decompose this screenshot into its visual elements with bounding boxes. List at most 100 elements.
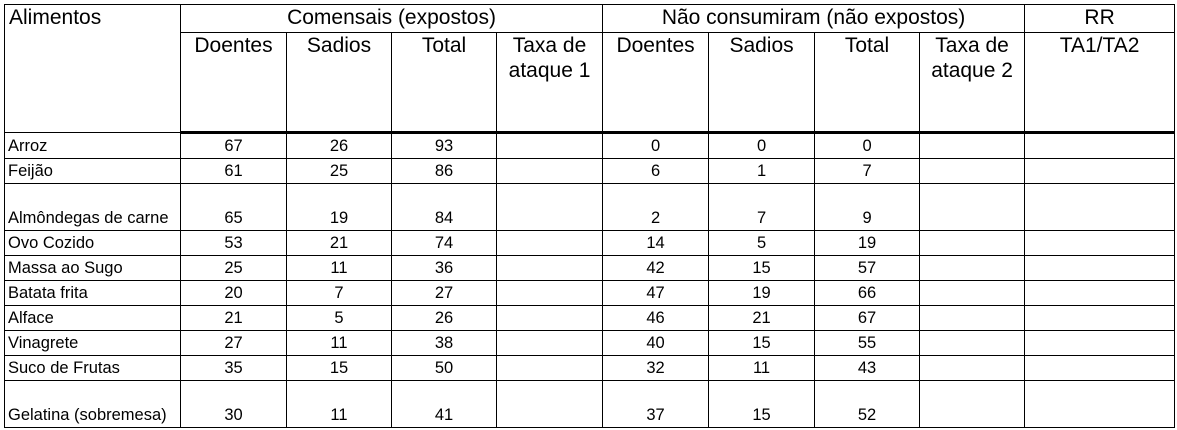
group-header-exposed: Comensais (expostos) — [179, 4, 604, 33]
cell-e-total: 41 — [391, 380, 497, 428]
cell-ta1 — [495, 132, 604, 159]
cell-rr — [1024, 305, 1176, 331]
cell-ta1 — [495, 355, 604, 381]
cell-u-healthy: 11 — [708, 355, 816, 381]
cell-e-sick: 67 — [180, 132, 287, 159]
table-row: Gelatina (sobremesa) 30 11 41 37 15 52 — [4, 380, 1176, 428]
cell-rr — [1024, 330, 1176, 356]
table-body: Arroz 67 26 93 0 0 0 Feijão 61 25 86 6 1 7 Almôndegas … — [4, 132, 1176, 428]
cell-e-healthy: 11 — [286, 255, 392, 281]
cell-u-total: 55 — [814, 330, 921, 356]
cell-e-sick: 25 — [180, 255, 287, 281]
cell-ta2 — [919, 255, 1026, 281]
cell-e-total: 86 — [391, 158, 497, 184]
cell-u-healthy: 21 — [708, 305, 816, 331]
cell-u-total: 67 — [814, 305, 921, 331]
cell-u-healthy: 15 — [708, 330, 816, 356]
cell-u-total: 9 — [814, 183, 921, 231]
cell-ta2 — [919, 230, 1026, 256]
table-row: Alface 21 5 26 46 21 67 — [4, 305, 1176, 331]
cell-u-healthy: 19 — [708, 280, 816, 306]
cell-u-sick: 0 — [602, 132, 710, 159]
cell-e-sick: 21 — [180, 305, 287, 331]
cell-e-sick: 27 — [180, 330, 287, 356]
cell-e-healthy: 15 — [286, 355, 392, 381]
cell-e-total: 74 — [391, 230, 497, 256]
table-row: Almôndegas de carne 65 19 84 2 7 9 — [4, 183, 1176, 231]
cell-u-sick: 2 — [602, 183, 710, 231]
col-header-unexposed-sick: Doentes — [602, 32, 710, 134]
cell-u-healthy: 15 — [708, 380, 816, 428]
cell-e-total: 26 — [391, 305, 497, 331]
cell-ta1 — [495, 280, 604, 306]
cell-u-sick: 40 — [602, 330, 710, 356]
cell-e-healthy: 25 — [286, 158, 392, 184]
cell-u-sick: 14 — [602, 230, 710, 256]
outbreak-table: Alimentos Comensais (expostos) Não consu… — [4, 4, 1176, 428]
cell-ta1 — [495, 230, 604, 256]
cell-food: Vinagrete — [4, 330, 181, 356]
cell-ta2 — [919, 380, 1026, 428]
table-row: Vinagrete 27 11 38 40 15 55 — [4, 330, 1176, 356]
col-header-attack-rate-1: Taxa de ataque 1 — [495, 32, 604, 134]
cell-ta1 — [495, 330, 604, 356]
cell-e-sick: 20 — [180, 280, 287, 306]
cell-u-total: 19 — [814, 230, 921, 256]
table-row: Suco de Frutas 35 15 50 32 11 43 — [4, 355, 1176, 381]
cell-u-sick: 37 — [602, 380, 710, 428]
cell-e-healthy: 7 — [286, 280, 392, 306]
cell-u-sick: 6 — [602, 158, 710, 184]
cell-e-total: 36 — [391, 255, 497, 281]
cell-food: Suco de Frutas — [4, 355, 181, 381]
cell-food: Gelatina (sobremesa) — [4, 380, 181, 428]
cell-rr — [1024, 230, 1176, 256]
cell-food: Arroz — [4, 132, 181, 159]
cell-ta2 — [919, 132, 1026, 159]
cell-rr — [1024, 158, 1176, 184]
cell-ta1 — [495, 305, 604, 331]
table-row: Arroz 67 26 93 0 0 0 — [4, 132, 1176, 159]
cell-food: Massa ao Sugo — [4, 255, 181, 281]
cell-e-healthy: 5 — [286, 305, 392, 331]
col-header-exposed-total: Total — [391, 32, 497, 134]
table-row: Feijão 61 25 86 6 1 7 — [4, 158, 1176, 184]
cell-u-sick: 46 — [602, 305, 710, 331]
cell-ta2 — [919, 280, 1026, 306]
cell-ta2 — [919, 330, 1026, 356]
cell-u-total: 7 — [814, 158, 921, 184]
col-header-rr: RR — [1024, 4, 1176, 33]
cell-e-healthy: 26 — [286, 132, 392, 159]
cell-e-sick: 65 — [180, 183, 287, 231]
col-header-unexposed-healthy: Sadios — [708, 32, 816, 134]
cell-rr — [1024, 132, 1176, 159]
cell-e-sick: 30 — [180, 380, 287, 428]
cell-e-sick: 61 — [180, 158, 287, 184]
cell-u-sick: 47 — [602, 280, 710, 306]
cell-e-healthy: 21 — [286, 230, 392, 256]
cell-u-total: 0 — [814, 132, 921, 159]
cell-ta2 — [919, 355, 1026, 381]
cell-rr — [1024, 280, 1176, 306]
cell-u-total: 66 — [814, 280, 921, 306]
cell-ta1 — [495, 255, 604, 281]
cell-e-total: 27 — [391, 280, 497, 306]
cell-e-healthy: 11 — [286, 330, 392, 356]
cell-u-total: 52 — [814, 380, 921, 428]
cell-e-total: 84 — [391, 183, 497, 231]
cell-ta1 — [495, 380, 604, 428]
cell-rr — [1024, 255, 1176, 281]
cell-rr — [1024, 355, 1176, 381]
cell-food: Almôndegas de carne — [4, 183, 181, 231]
cell-e-healthy: 11 — [286, 380, 392, 428]
cell-u-healthy: 1 — [708, 158, 816, 184]
cell-u-sick: 32 — [602, 355, 710, 381]
group-header-unexposed: Não consumiram (não expostos) — [602, 4, 1026, 33]
cell-ta2 — [919, 183, 1026, 231]
cell-e-sick: 35 — [180, 355, 287, 381]
cell-ta2 — [919, 158, 1026, 184]
cell-u-sick: 42 — [602, 255, 710, 281]
cell-ta2 — [919, 305, 1026, 331]
cell-food: Alface — [4, 305, 181, 331]
cell-e-healthy: 19 — [286, 183, 392, 231]
cell-u-healthy: 0 — [708, 132, 816, 159]
